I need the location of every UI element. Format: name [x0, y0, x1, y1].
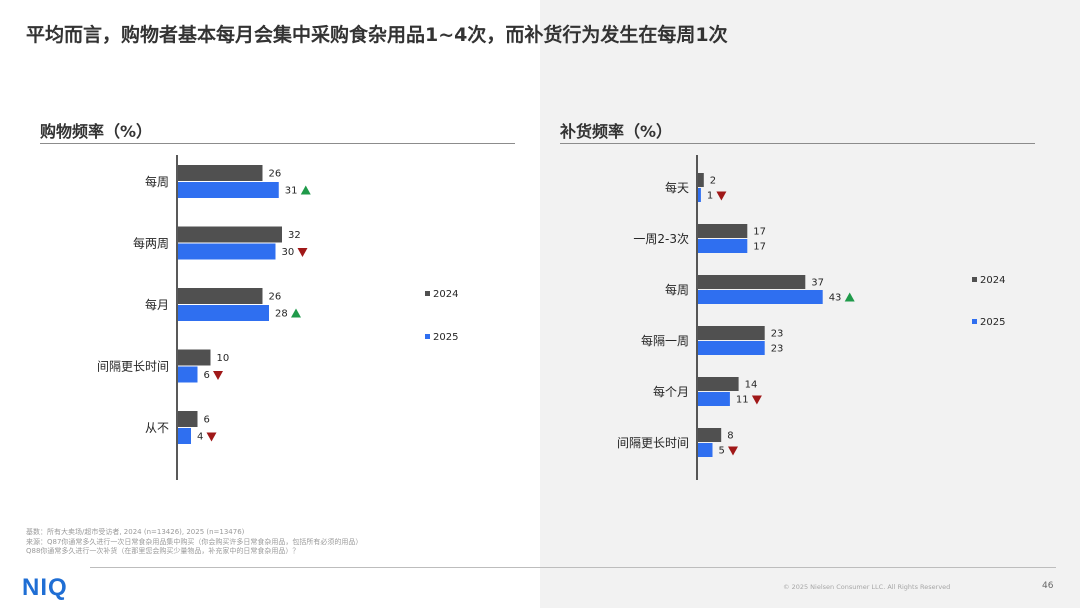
legend-label: 2024 [433, 289, 458, 300]
value-label: 17 [753, 227, 766, 238]
legend-swatch [425, 334, 430, 339]
value-label: 17 [753, 242, 766, 253]
value-label: 2 [710, 176, 716, 187]
value-label: 26 [269, 169, 282, 180]
category-label: 每天 [665, 180, 689, 195]
replenishment-frequency-panel: 补货频率（%） 每天 2 1 一周2-3次 17 17 每周 37 43 每隔一周 23 23 每个月 1… [560, 110, 1035, 510]
legend-label: 2025 [980, 317, 1005, 328]
decrease-arrow-icon [716, 191, 727, 201]
bar-2024 [698, 173, 704, 187]
bar-2024 [178, 411, 198, 427]
footer-divider [90, 567, 1056, 568]
bar-2024 [178, 349, 211, 366]
page-number: 46 [1042, 581, 1054, 591]
decrease-arrow-icon [297, 248, 308, 257]
bar-2025 [698, 443, 713, 457]
bar-2025 [698, 188, 701, 202]
category-label: 每周 [665, 282, 689, 297]
value-label: 32 [288, 230, 301, 241]
value-label: 5 [719, 446, 725, 457]
footnotes: 基数：所有大卖场/超市受访者, 2024 (n=13426), 2025 (n=… [26, 528, 362, 557]
bar-2024 [178, 288, 263, 304]
value-label: 6 [204, 370, 210, 381]
shopping-frequency-panel: 购物频率（%） 每周 26 31 每两周 32 30 每月 26 28 间隔更长时间 10 6 从不 6 4… [40, 110, 515, 510]
decrease-arrow-icon [751, 395, 762, 405]
replenishment-frequency-chart: 每天 2 1 一周2-3次 17 17 每周 37 43 每隔一周 23 23 每个月 14 11 间隔更长时… [617, 155, 1005, 480]
footnote-base: 基数：所有大卖场/超市受访者, 2024 (n=13426), 2025 (n=… [26, 528, 245, 536]
bar-2025 [698, 290, 823, 304]
bar-2024 [698, 326, 765, 340]
increase-arrow-icon [300, 185, 311, 195]
category-label: 每两周 [133, 236, 169, 251]
value-label: 28 [275, 309, 288, 320]
increase-arrow-icon [291, 308, 301, 318]
bar-2024 [178, 226, 282, 243]
value-label: 23 [771, 329, 784, 340]
legend-swatch [972, 277, 977, 282]
copyright-notice: © 2025 Nielsen Consumer LLC. All Rights … [783, 583, 951, 591]
value-label: 4 [197, 432, 203, 443]
bar-2025 [698, 239, 748, 253]
legend-label: 2024 [980, 275, 1005, 286]
decrease-arrow-icon [206, 432, 217, 442]
value-label: 26 [269, 292, 282, 303]
shopping-frequency-title: 购物频率（%） [40, 122, 153, 141]
decrease-arrow-icon [213, 371, 223, 380]
legend-swatch [425, 291, 430, 296]
value-label: 1 [707, 191, 713, 202]
value-label: 6 [204, 415, 210, 426]
legend-swatch [972, 319, 977, 324]
value-label: 37 [811, 278, 824, 289]
value-label: 11 [736, 395, 749, 406]
bar-2025 [178, 243, 276, 260]
bar-2025 [178, 366, 198, 383]
bar-2024 [178, 165, 263, 181]
bar-2025 [698, 341, 765, 355]
replenishment-frequency-title: 补货频率（%） [560, 122, 673, 141]
category-label: 间隔更长时间 [97, 360, 169, 374]
niq-logo: NIQ [22, 574, 68, 601]
bar-2025 [178, 182, 279, 198]
legend-label: 2025 [433, 332, 458, 343]
value-label: 43 [829, 293, 842, 304]
panel-divider [560, 143, 1035, 144]
footnote-source-q87: 来源：Q87你通常多久进行一次日常食杂用品集中购买（你会购买许多日常食杂用品，包… [26, 537, 363, 546]
bar-2024 [698, 224, 748, 238]
panel-divider [40, 143, 515, 144]
bar-2025 [178, 305, 269, 321]
category-label: 一周2-3次 [633, 232, 689, 246]
category-label: 每个月 [653, 384, 689, 399]
value-label: 31 [285, 186, 298, 197]
value-label: 30 [282, 247, 295, 258]
bar-2025 [178, 428, 191, 444]
category-label: 从不 [145, 421, 169, 435]
category-label: 每隔一周 [641, 333, 689, 348]
value-label: 23 [771, 344, 784, 355]
value-label: 14 [745, 380, 758, 391]
category-label: 间隔更长时间 [617, 436, 689, 450]
value-label: 8 [727, 431, 733, 442]
footnote-source-q88: Q88你通常多久进行一次补货（在那里您会购买少量物品，补充家中的日常食杂用品）？ [26, 547, 300, 555]
value-label: 10 [217, 353, 230, 364]
bar-2024 [698, 428, 722, 442]
decrease-arrow-icon [728, 446, 738, 456]
page-title: 平均而言，购物者基本每月会集中采购食杂用品1~4次，而补货行为发生在每周1次 [26, 24, 728, 46]
bar-2025 [698, 392, 730, 406]
bar-2024 [698, 377, 739, 391]
bar-2024 [698, 275, 806, 289]
increase-arrow-icon [844, 292, 855, 302]
category-label: 每周 [145, 174, 169, 189]
category-label: 每月 [145, 297, 169, 312]
